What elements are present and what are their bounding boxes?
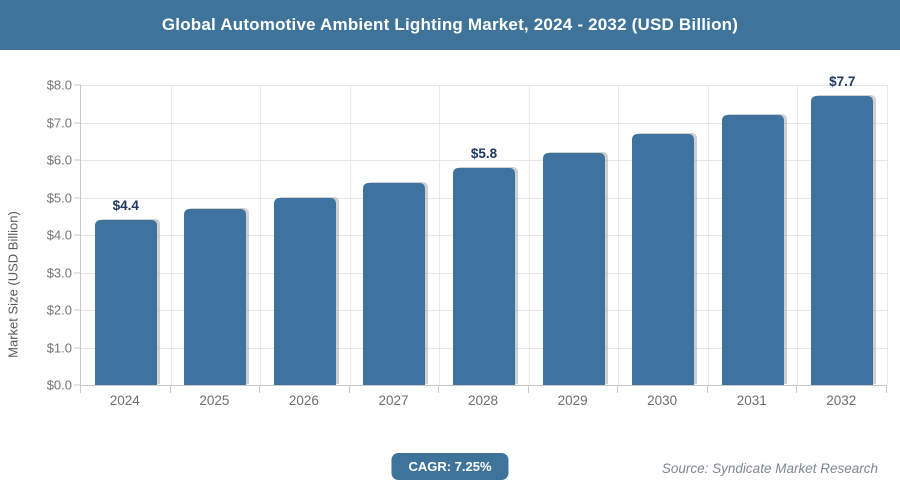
y-axis-tick: [74, 84, 81, 86]
x-axis-tick-labels: 2024 2025 2026 2027 2028 2029 2030 2031 2032: [80, 393, 886, 413]
y-axis-tick: [74, 384, 81, 386]
bar-value-label: $7.7: [829, 74, 856, 90]
x-tick-label: 2024: [109, 393, 140, 408]
bar-slot: [350, 85, 440, 385]
y-axis-tick-labels: $0.0 $1.0 $2.0 $3.0 $4.0 $5.0 $6.0 $7.0 $8.0: [0, 78, 72, 393]
plot-area: $4.4 $5.8 $7.7: [74, 74, 888, 393]
x-tick-label: 2028: [468, 393, 499, 408]
x-axis-tick: [527, 386, 529, 393]
h-gridline: [81, 85, 887, 86]
x-axis-tick: [169, 386, 171, 393]
y-axis-tick: [74, 197, 81, 198]
bar-slot: $4.4: [81, 85, 171, 385]
x-axis-tick: [796, 386, 798, 393]
bar-slot: [618, 85, 708, 385]
y-tick-label: $4.0: [46, 227, 72, 243]
x-tick-label: 2031: [736, 393, 767, 408]
x-tick-label: 2027: [378, 393, 409, 408]
bar-2024: [94, 220, 157, 385]
y-axis-tick: [74, 234, 81, 236]
bar-2030: [632, 133, 695, 385]
bar-2028: [453, 167, 516, 385]
y-tick-label: $3.0: [46, 265, 72, 280]
x-axis-tick: [617, 386, 619, 393]
v-gridline: [887, 85, 888, 385]
y-tick-label: $6.0: [46, 152, 72, 168]
x-axis-tick: [438, 386, 440, 393]
bar-2026: [273, 197, 336, 385]
bar-value-label: $4.4: [112, 198, 139, 213]
bar-slot: [708, 85, 798, 385]
bar-slot: $7.7: [798, 74, 888, 385]
y-axis-tick: [74, 122, 81, 123]
y-axis-tick: [74, 347, 81, 348]
bar-2031: [721, 115, 784, 385]
chart-title: Global Automotive Ambient Lighting Marke…: [161, 15, 739, 34]
x-tick-label: 2030: [647, 393, 678, 408]
bar-slot: [171, 85, 261, 385]
cagr-badge: CAGR: 7.25%: [391, 453, 509, 480]
bar-2032: [811, 96, 874, 385]
bar-series: $4.4 $5.8 $7.7: [81, 74, 888, 385]
y-axis-tick: [74, 159, 81, 161]
bar-chart: Market Size (USD Billion) $0.0 $1.0 $2.0 $3…: [0, 50, 900, 450]
y-tick-label: $2.0: [46, 302, 72, 318]
y-tick-label: $7.0: [46, 115, 72, 130]
source-note: Source: Syndicate Market Research: [661, 461, 878, 476]
y-tick-label: $0.0: [46, 377, 72, 393]
y-tick-label: $8.0: [46, 77, 72, 93]
x-tick-label: 2025: [199, 393, 230, 408]
chart-header: Global Automotive Ambient Lighting Marke…: [0, 0, 900, 50]
x-tick-label: 2026: [288, 393, 319, 408]
bar-2025: [184, 208, 247, 385]
x-tick-label: 2032: [826, 393, 857, 408]
h-gridline: [81, 122, 887, 124]
x-axis-tick: [706, 386, 708, 393]
y-tick-label: $1.0: [46, 340, 72, 355]
x-tick-label: 2029: [557, 393, 588, 408]
x-axis-tick: [259, 386, 261, 393]
bar-2029: [542, 152, 605, 385]
x-axis-tick: [80, 386, 81, 393]
bar-value-label: $5.8: [470, 145, 498, 161]
bar-slot: [529, 85, 619, 385]
h-gridline: [81, 160, 887, 161]
y-tick-label: $5.0: [46, 190, 72, 205]
y-axis-tick: [74, 272, 81, 273]
x-axis-tick: [886, 386, 887, 393]
bar-2027: [363, 182, 426, 385]
x-axis-tick: [348, 386, 350, 393]
bar-slot: $5.8: [439, 85, 529, 385]
bar-slot: [260, 85, 350, 385]
chart-footer: CAGR: 7.25% Source: Syndicate Market Res…: [0, 448, 900, 488]
y-axis-tick: [74, 309, 81, 311]
